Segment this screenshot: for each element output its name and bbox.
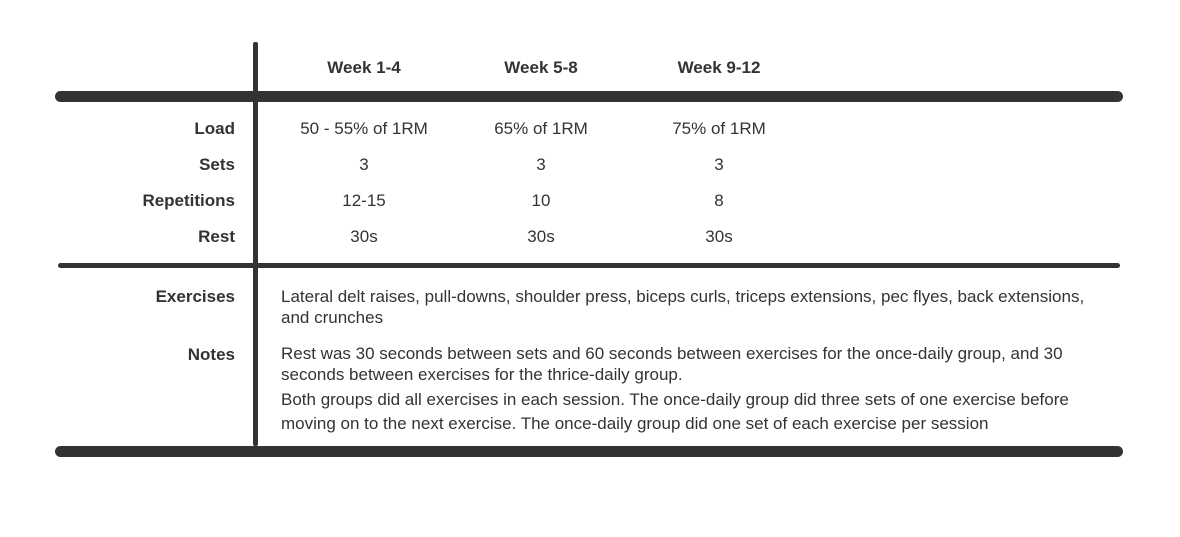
table-cell: 50 - 55% of 1RM bbox=[300, 119, 428, 138]
row-label-sets: Sets bbox=[199, 155, 235, 174]
table-cell: 30s bbox=[350, 227, 378, 246]
section-rule bbox=[58, 263, 1120, 268]
row-label-notes: Notes bbox=[187, 345, 235, 364]
row-label-exercises: Exercises bbox=[155, 287, 235, 306]
header-rule bbox=[55, 91, 1123, 102]
row-label-load: Load bbox=[194, 119, 235, 138]
column-divider bbox=[253, 42, 258, 446]
table-cell: 3 bbox=[536, 155, 546, 174]
notes-text-rest: Rest was 30 seconds between sets and 60 … bbox=[281, 344, 1063, 384]
column-header-week-9-12: Week 9-12 bbox=[677, 58, 761, 77]
column-header-week-5-8: Week 5-8 bbox=[504, 58, 578, 77]
table-cell: 30s bbox=[527, 227, 555, 246]
column-header-week-1-4: Week 1-4 bbox=[327, 58, 401, 77]
table-cell: 10 bbox=[531, 191, 551, 210]
exercises-text: Lateral delt raises, pull-downs, shoulde… bbox=[281, 287, 1085, 327]
row-label-rest: Rest bbox=[198, 227, 235, 246]
table-cell: 3 bbox=[359, 155, 369, 174]
table-cell: 3 bbox=[714, 155, 724, 174]
row-label-repetitions: Repetitions bbox=[142, 191, 235, 210]
table-cell: 8 bbox=[714, 191, 724, 210]
notes-text-sessions: Both groups did all exercises in each se… bbox=[281, 390, 1069, 433]
bottom-rule bbox=[55, 446, 1123, 457]
table-cell: 12-15 bbox=[342, 191, 386, 210]
table-cell: 75% of 1RM bbox=[672, 119, 766, 138]
table-cell: 65% of 1RM bbox=[494, 119, 588, 138]
table-cell: 30s bbox=[705, 227, 733, 246]
